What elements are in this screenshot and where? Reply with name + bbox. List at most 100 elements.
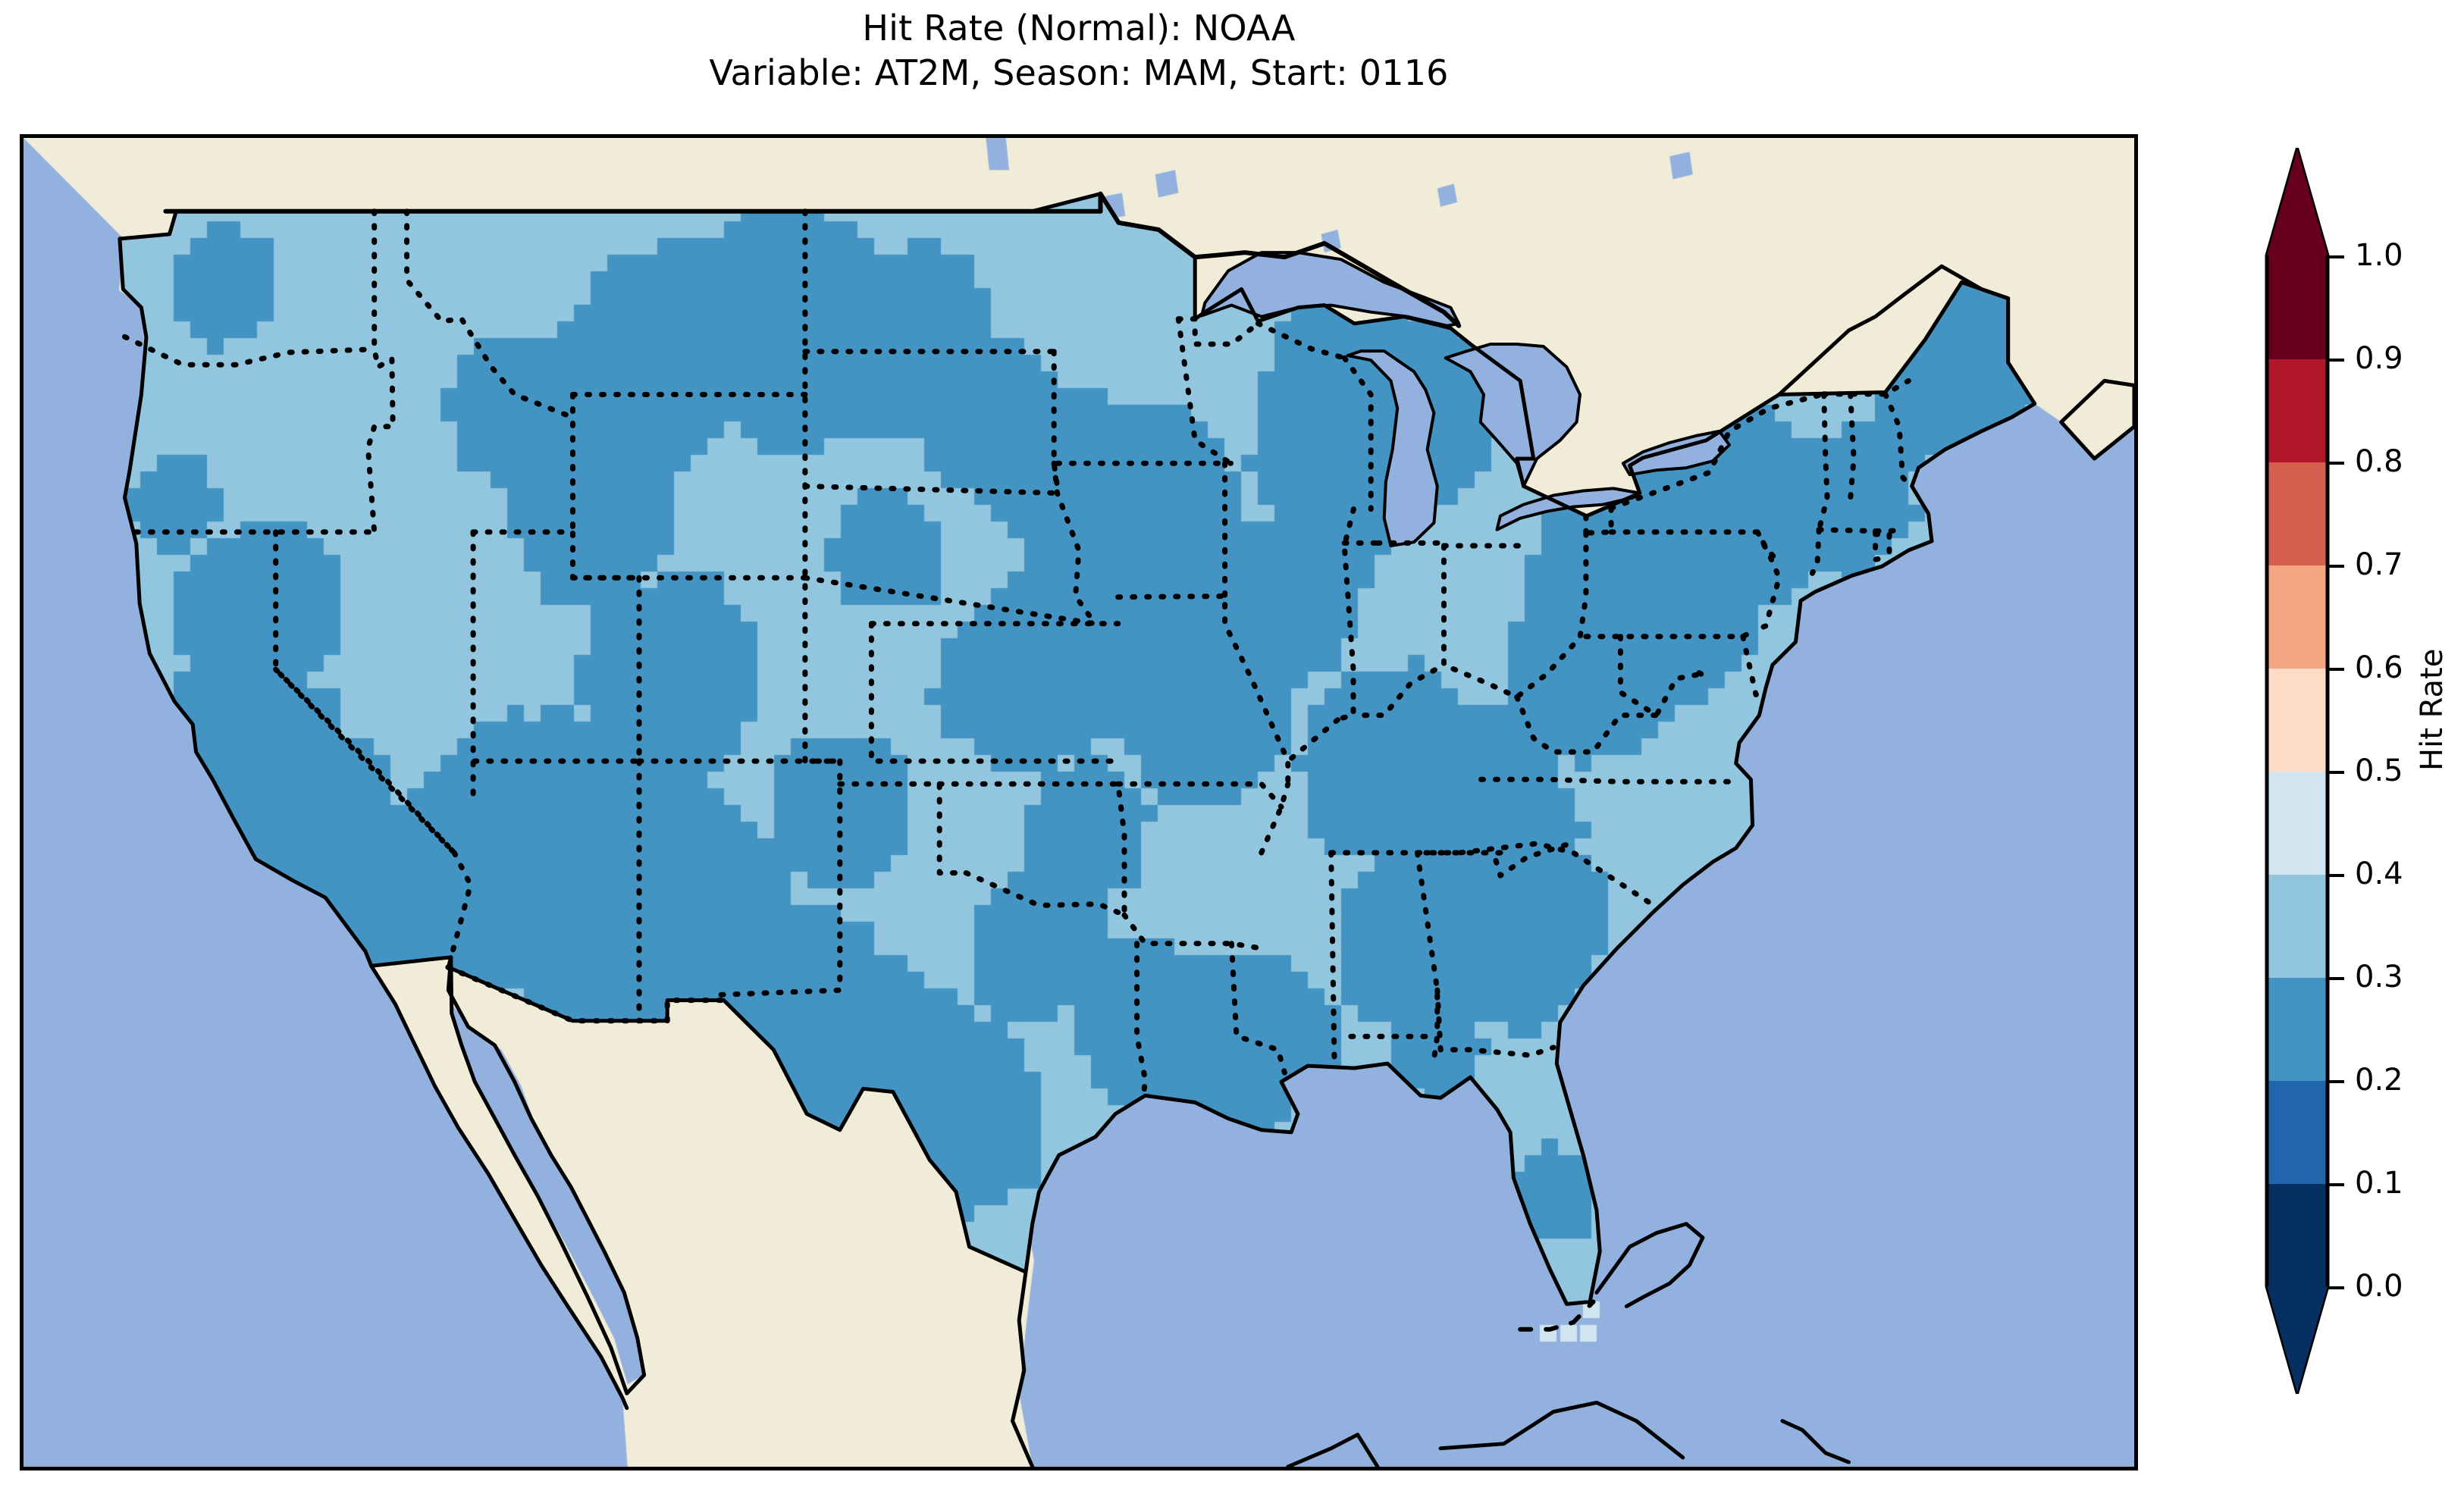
state-border-22 (868, 621, 1121, 764)
chart-title: Hit Rate (Normal): NOAA Variable: AT2M, … (0, 6, 2158, 96)
colorbar-tick-9 (2328, 1183, 2344, 1186)
state-border-67 (1816, 527, 1908, 534)
us-canada-border-lakes-west (1098, 191, 1462, 328)
state-border-53 (1740, 634, 1770, 697)
state-border-18 (802, 483, 1060, 496)
state-border-68 (1809, 527, 1822, 576)
state-border-25 (963, 870, 1127, 918)
yucatan-coastline (1286, 1433, 1380, 1467)
colorbar-band-3 (2267, 874, 2328, 978)
state-border-20 (802, 575, 1098, 627)
state-border-63 (1821, 377, 1911, 397)
state-border-17 (716, 758, 843, 998)
state-border-41 (1341, 355, 1374, 512)
state-border-28 (1228, 941, 1287, 1076)
colorbar-bands (2267, 255, 2328, 1287)
state-border-7 (470, 529, 642, 581)
title-line-1: Hit Rate (Normal): NOAA (862, 8, 1296, 49)
nova-scotia-coastline (2059, 378, 2134, 461)
colorbar-tick-2 (2328, 462, 2344, 465)
state-border-29 (1328, 850, 1337, 1066)
state-border-32 (1115, 781, 1284, 810)
state-border-38 (1175, 316, 1261, 347)
colorbar-axis-label: Hit Rate (2415, 648, 2450, 771)
st-lawrence-coastline (1777, 264, 2011, 396)
colorbar-band-7 (2267, 462, 2328, 565)
colorbar-tick-label-3: 0.7 (2355, 547, 2403, 582)
state-border-71 (1751, 529, 1782, 634)
colorbar-extend-down (2267, 1286, 2328, 1392)
colorbar-tick-8 (2328, 1080, 2344, 1083)
florida-keys-coastline (1518, 1299, 1596, 1332)
state-border-23 (837, 781, 969, 876)
state-border-43 (1285, 717, 1340, 764)
colorbar-tick-label-2: 0.8 (2355, 444, 2403, 479)
state-border-42 (1331, 506, 1356, 723)
state-border-39 (1175, 316, 1234, 466)
colorbar-tick-label-7: 0.3 (2355, 960, 2403, 994)
state-border-70 (1873, 531, 1892, 560)
state-border-31 (1259, 781, 1291, 856)
state-border-5 (273, 666, 457, 856)
state-border-34 (1051, 460, 1098, 627)
state-border-27 (1134, 941, 1148, 1098)
great-lake-outline-4 (1621, 429, 1731, 477)
state-border-54 (1617, 634, 1704, 719)
great-lake-outline-1 (1346, 349, 1439, 547)
colorbar-band-8 (2267, 359, 2328, 462)
colorbar-band-9 (2267, 255, 2328, 359)
state-border-33 (1115, 594, 1291, 787)
baja-california-coastline (446, 955, 647, 1395)
great-lake-outline-3 (1495, 487, 1641, 531)
state-border-35 (1051, 349, 1060, 489)
state-border-72 (1696, 666, 1706, 677)
colorbar-band-2 (2267, 977, 2328, 1081)
state-border-1 (122, 334, 378, 368)
state-border-64 (1816, 391, 1830, 533)
map-plot-area (20, 134, 2138, 1471)
colorbar-tick-5 (2328, 771, 2344, 774)
state-border-56 (1478, 776, 1743, 785)
state-border-13 (802, 208, 843, 764)
state-border-40 (1255, 321, 1347, 361)
great-lake-outline-2 (1444, 343, 1582, 488)
colorbar-tick-label-8: 0.2 (2355, 1063, 2403, 1098)
colorbar-tick-label-10: 0.0 (2355, 1269, 2403, 1304)
state-border-52 (1583, 628, 1757, 640)
state-border-65 (1848, 391, 1857, 502)
baja-west-coastline (369, 963, 629, 1411)
colorbar-band-0 (2267, 1183, 2328, 1287)
colorbar-band-5 (2267, 668, 2328, 772)
colorbar-tick-0 (2328, 255, 2344, 258)
colorbar: 1.0 0.9 0.8 0.7 0.6 0.5 0.4 0.3 0.2 0.1 0.0 (2265, 148, 2403, 1394)
state-border-26 (1121, 912, 1268, 952)
state-border-44 (1350, 543, 1447, 719)
colorbar-tick-label-9: 0.1 (2355, 1166, 2403, 1201)
state-border-10 (445, 964, 726, 1024)
state-border-51 (1608, 529, 1782, 565)
map-geography-overlay (118, 191, 2134, 1467)
state-border-50 (1583, 505, 1614, 536)
state-border-4 (448, 850, 474, 960)
state-border-30 (1415, 850, 1440, 1062)
conus-coastline-border (118, 192, 2037, 1306)
state-border-0 (365, 208, 396, 535)
colorbar-tick-3 (2328, 565, 2344, 568)
state-border-66 (1882, 391, 1911, 487)
state-border-62 (1608, 391, 1827, 511)
state-border-24 (936, 781, 1127, 918)
bahamas-coastline (1594, 1222, 1705, 1308)
cuba-coastline (1438, 1400, 1685, 1460)
colorbar-tick-6 (2328, 874, 2344, 877)
colorbar-tick-label-1: 0.9 (2355, 341, 2403, 376)
title-line-2: Variable: AT2M, Season: MAM, Start: 0116 (709, 52, 1449, 93)
state-border-3 (273, 529, 457, 856)
colorbar-band-1 (2267, 1080, 2328, 1184)
colorbar-tick-10 (2328, 1286, 2344, 1289)
colorbar-band-4 (2267, 771, 2328, 875)
colorbar-tick-label-0: 1.0 (2355, 238, 2403, 273)
state-border-8 (470, 575, 642, 764)
state-border-69 (1873, 528, 1892, 562)
colorbar-extend-up (2267, 149, 2328, 255)
